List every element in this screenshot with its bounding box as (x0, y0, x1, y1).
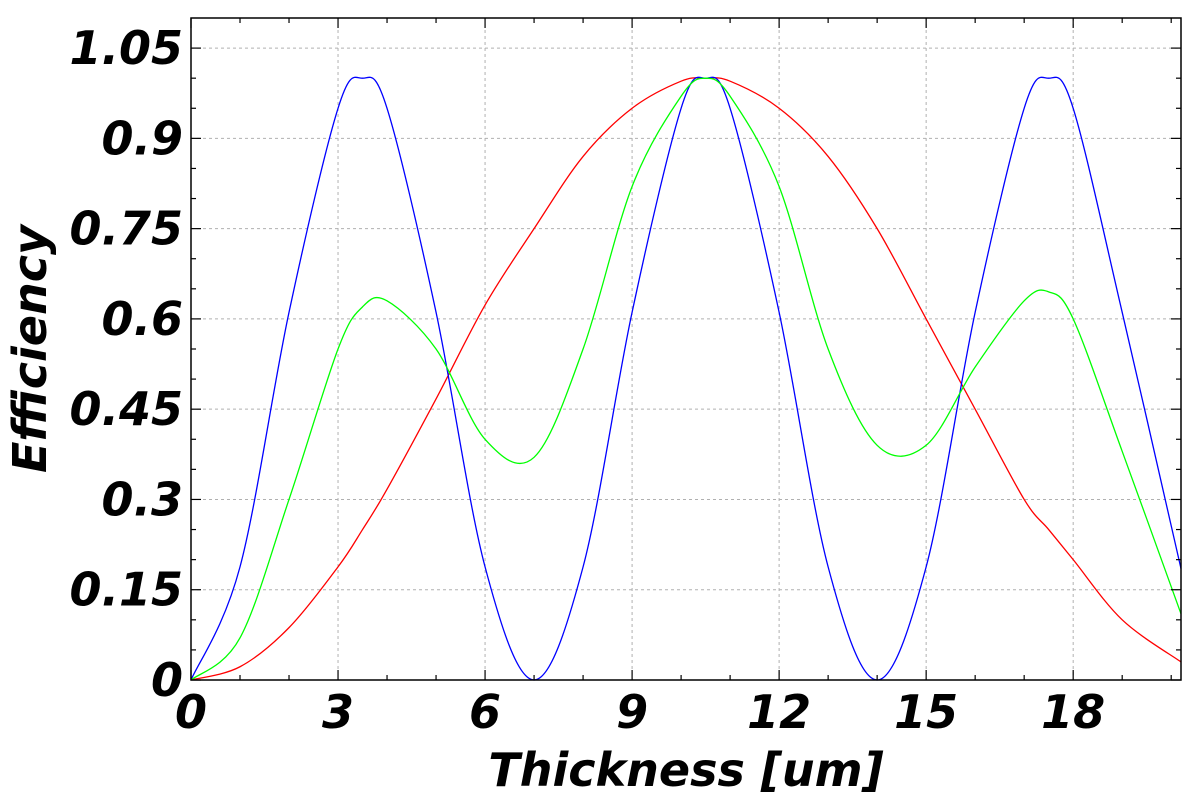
y-tick-label: 0.9 (102, 111, 184, 165)
x-tick-label: 15 (894, 685, 958, 739)
x-tick-label: 18 (1041, 685, 1105, 739)
x-axis-title: Thickness [um] (488, 743, 883, 797)
y-tick-label: 1.05 (70, 21, 184, 75)
y-tick-label: 0.3 (102, 472, 184, 526)
y-tick-labels: 0 0.15 0.3 0.45 0.6 0.75 0.9 1.05 (70, 21, 184, 707)
y-tick-label: 0 (151, 653, 183, 707)
plot-frame (190, 17, 1182, 681)
x-tick-label: 9 (616, 685, 648, 739)
series-lines (190, 76, 1182, 681)
y-tick-label: 0.15 (70, 563, 184, 617)
y-axis-title: Efficiency (3, 223, 57, 473)
x-tick-label: 12 (747, 685, 811, 739)
x-tick-label: 0 (175, 685, 207, 739)
x-tick-label: 3 (322, 685, 354, 739)
y-tick-label: 0.6 (102, 292, 184, 346)
series-line-2 (190, 76, 1182, 681)
x-tick-label: 6 (469, 685, 501, 739)
series-line-3 (190, 77, 1182, 681)
y-tick-label: 0.75 (70, 202, 184, 256)
x-tick-labels: 0 3 6 9 12 15 18 (175, 685, 1105, 739)
y-tick-label: 0.45 (70, 382, 184, 436)
